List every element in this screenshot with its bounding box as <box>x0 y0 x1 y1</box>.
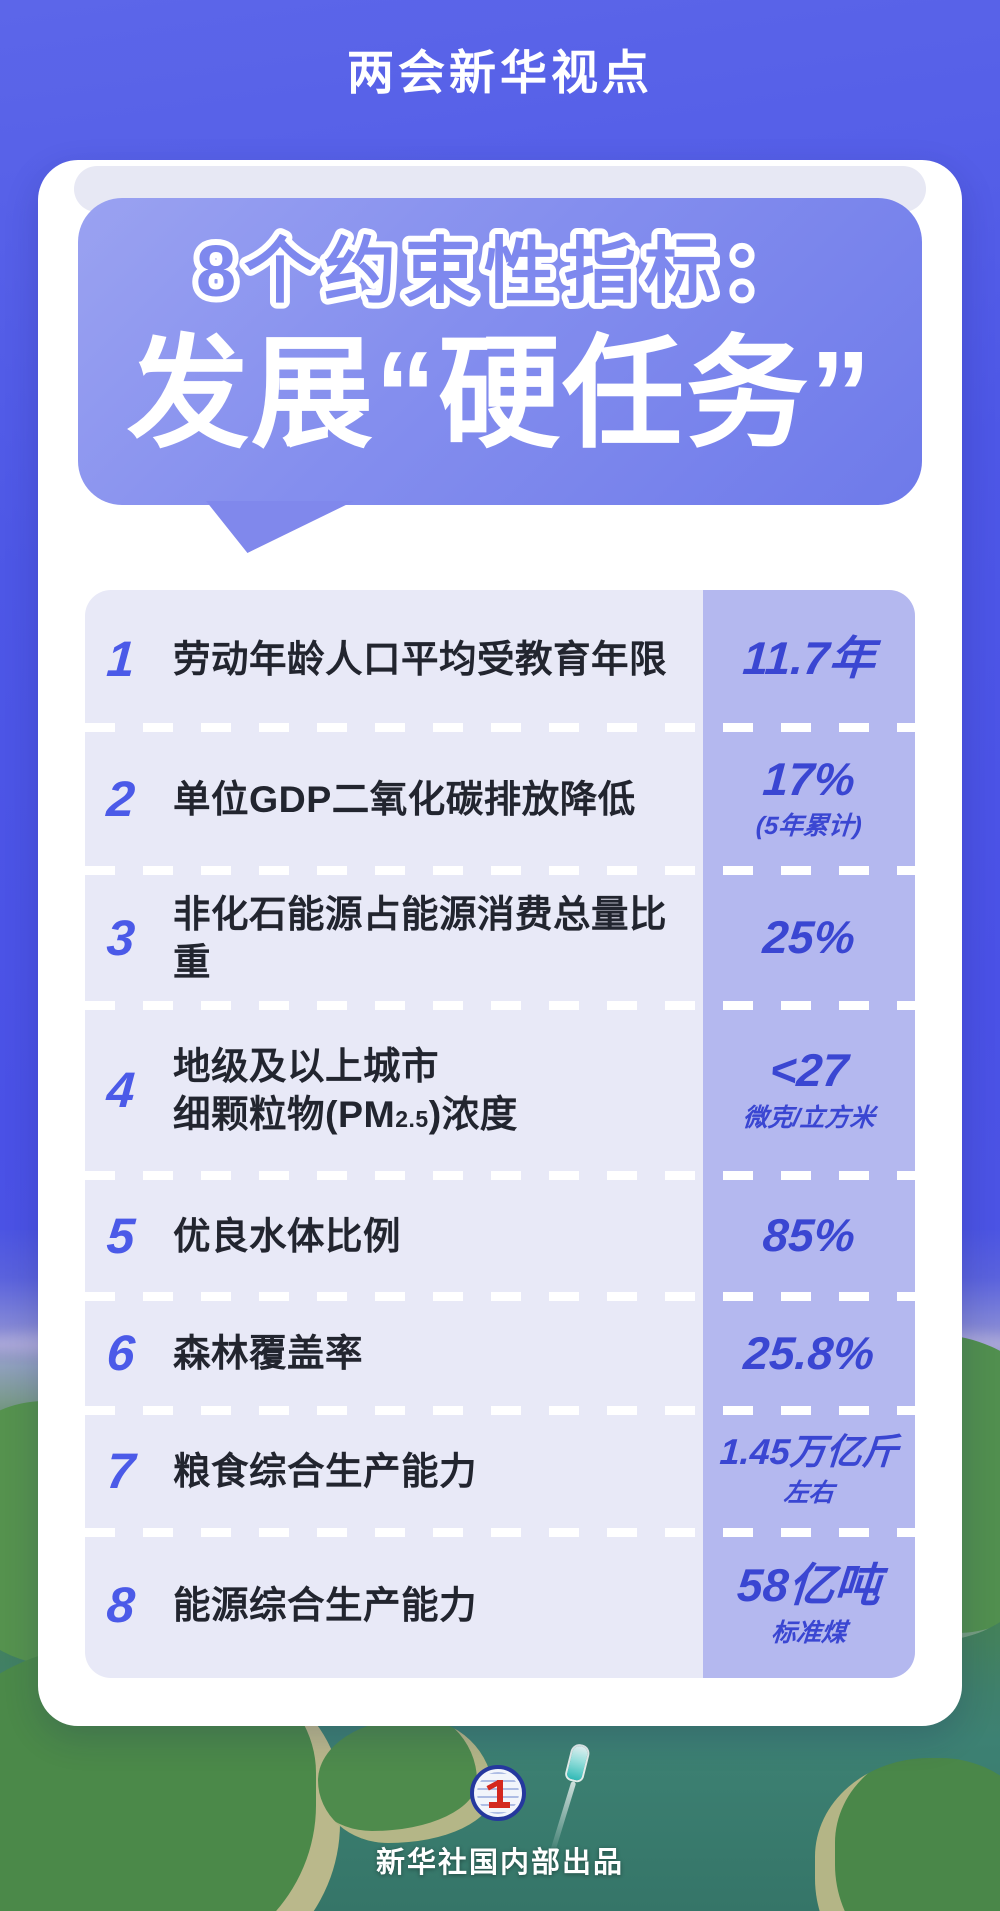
row-number: 1 <box>105 630 137 687</box>
row-value: 58亿吨标准煤 <box>703 1559 915 1648</box>
row-label: 优良水体比例 <box>159 1212 703 1260</box>
table-row: 1 劳动年龄人口平均受教育年限 11.7年 <box>85 590 915 727</box>
row-number: 3 <box>105 909 137 966</box>
footer-credit: 新华社国内部出品 <box>375 1847 624 1879</box>
indicator-table: 1 劳动年龄人口平均受教育年限 11.7年 2 单位GDP二氧化碳排放降低 17% (5年累… <box>85 590 915 1678</box>
value-sub: (5年累计) <box>755 812 863 841</box>
value-main: 25% <box>761 911 857 964</box>
row-value: 1.45万亿斤左右 <box>703 1430 915 1510</box>
xinhua-emblem <box>489 1802 510 1808</box>
label-text: 单位GDP二氧化碳排放降低 <box>173 777 636 820</box>
boat <box>566 1744 589 1782</box>
row-label: 劳动年龄人口平均受教育年限 <box>159 635 703 683</box>
table-row: 5 优良水体比例 85% <box>85 1175 915 1296</box>
row-value: 11.7年 <box>703 632 915 685</box>
headline-line1: 8个约束性指标： <box>196 232 804 312</box>
value-main: 1.45万亿斤 <box>718 1430 900 1472</box>
row-label: 非化石能源占能源消费总量比重 <box>159 890 703 986</box>
row-number: 4 <box>105 1062 137 1118</box>
row-number: 6 <box>105 1325 137 1381</box>
value-main: 17% <box>761 752 857 805</box>
xinhua-logo-icon <box>470 1765 526 1821</box>
content-card: 8个约束性指标： 发展“硬任务” 1 劳动年龄人口平均受教育年限 11.7年 2 单位G… <box>38 160 962 1726</box>
row-value: 85% <box>703 1209 915 1262</box>
row-separator <box>85 1405 915 1415</box>
headline-line1-svg: 8个约束性指标： <box>190 226 804 318</box>
label-text: 粮食综合生产能力 <box>173 1450 477 1492</box>
mountain-right-shore <box>815 1758 1000 1911</box>
table-rows: 1 劳动年龄人口平均受教育年限 11.7年 2 单位GDP二氧化碳排放降低 17% (5年累… <box>85 590 915 1678</box>
table-row: 4 地级及以上城市 细颗粒物(PM2.5)浓度 <27 微克/立方米 <box>85 1005 915 1175</box>
value-main: <27 <box>768 1044 850 1097</box>
speech-bubble-tail <box>206 501 354 553</box>
row-number: 5 <box>105 1207 137 1264</box>
table-row: 3 非化石能源占能源消费总量比重 25% <box>85 870 915 1005</box>
value-sub: 左右 <box>782 1479 835 1508</box>
value-main: 25.8% <box>741 1326 877 1379</box>
row-separator <box>85 865 915 875</box>
headline-line2: 发展“硬任务” <box>127 326 873 462</box>
row-separator <box>85 1291 915 1301</box>
value-main: 58亿吨 <box>735 1559 883 1612</box>
value-sub: 微克/立方米 <box>741 1103 876 1132</box>
label-text: 能源综合生产能力 <box>173 1584 477 1626</box>
label-text: 劳动年龄人口平均受教育年限 <box>173 637 667 680</box>
row-value: 25.8% <box>703 1326 915 1379</box>
row-number: 2 <box>105 770 137 827</box>
value-main: 85% <box>761 1209 857 1262</box>
row-number: 8 <box>105 1577 137 1633</box>
row-label: 地级及以上城市 细颗粒物(PM2.5)浓度 <box>159 1042 703 1138</box>
row-value: 25% <box>703 911 915 964</box>
title-speech-bubble: 8个约束性指标： 发展“硬任务” <box>78 198 922 505</box>
peninsula <box>318 1718 493 1843</box>
table-row: 2 单位GDP二氧化碳排放降低 17% (5年累计) <box>85 727 915 870</box>
row-separator <box>85 722 915 732</box>
label-text: 森林覆盖率 <box>173 1332 363 1374</box>
label-text: 非化石能源占能源消费总量比重 <box>173 892 667 983</box>
xinhua-emblem <box>497 1780 503 1806</box>
label-text: 地级及以上城市 <box>173 1045 439 1087</box>
label-text: 优良水体比例 <box>173 1214 401 1257</box>
label-text: )浓度 <box>428 1093 518 1135</box>
table-row: 7 粮食综合生产能力 1.45万亿斤左右 <box>85 1410 915 1532</box>
table-row: 6 森林覆盖率 25.8% <box>85 1296 915 1410</box>
value-main: 11.7年 <box>741 632 877 685</box>
row-separator <box>85 1527 915 1537</box>
row-label: 森林覆盖率 <box>159 1329 703 1377</box>
value-column-background <box>703 590 915 1678</box>
value-sub: 标准煤 <box>770 1618 848 1647</box>
table-row: 8 能源综合生产能力 58亿吨标准煤 <box>85 1532 915 1678</box>
row-number: 7 <box>105 1443 137 1499</box>
row-label: 粮食综合生产能力 <box>159 1447 703 1495</box>
banner-title: 两会新华视点 <box>347 46 653 99</box>
label-text: 细颗粒物(PM <box>173 1093 396 1135</box>
row-label: 单位GDP二氧化碳排放降低 <box>159 775 703 823</box>
row-value: 17% (5年累计) <box>703 752 915 842</box>
row-separator <box>85 1000 915 1010</box>
row-label: 能源综合生产能力 <box>159 1581 703 1629</box>
row-separator <box>85 1170 915 1180</box>
row-value: <27 微克/立方米 <box>703 1044 915 1133</box>
label-subscript: 2.5 <box>395 1106 429 1132</box>
